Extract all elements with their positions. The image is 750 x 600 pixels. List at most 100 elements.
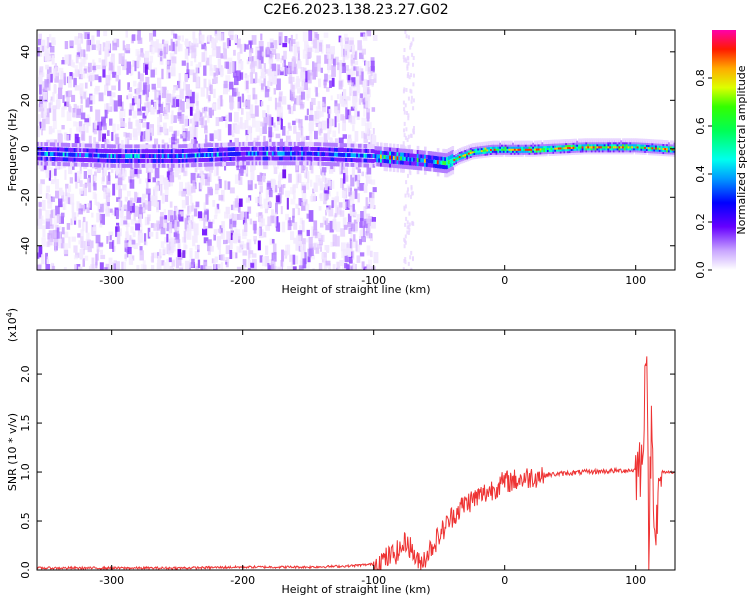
spectrogram-cell — [295, 33, 298, 40]
spectrogram-cell — [163, 177, 168, 183]
spectrogram-cell — [123, 144, 126, 149]
spectrogram-cell — [328, 162, 332, 167]
spectrogram-cell — [226, 231, 231, 244]
spectrogram-cell — [123, 108, 126, 118]
spectrogram-cell — [325, 209, 328, 216]
spectrogram-cell — [161, 149, 165, 154]
spectrogram-cell — [81, 153, 84, 158]
spectrogram-cell — [305, 203, 310, 211]
spectrogram-cell — [249, 151, 253, 156]
spectrogram-cell — [164, 188, 169, 196]
spectrogram-cell — [188, 126, 194, 138]
spectrogram-cell — [116, 124, 120, 131]
spectrogram-cell — [453, 151, 456, 156]
spectrogram-cell — [168, 181, 173, 187]
spectrogram-cell — [126, 210, 131, 220]
spectrogram-cell — [143, 144, 146, 149]
spectrogram-cell — [311, 30, 315, 39]
spectrogram-cell — [244, 80, 247, 91]
spectrogram-cell — [383, 167, 387, 172]
spectrogram-cell — [462, 158, 466, 163]
spectrogram-cell — [192, 143, 196, 148]
spectrogram-cell — [367, 163, 370, 168]
spectrogram-cell — [299, 156, 302, 161]
spectrogram-cell — [205, 143, 209, 148]
spectrogram-cell — [173, 153, 178, 164]
spectrogram-cell — [106, 153, 110, 158]
spectrogram-cell — [120, 207, 124, 213]
spectrogram-cell — [342, 55, 346, 62]
spectrogram-cell — [104, 56, 108, 67]
spectrogram-cell — [403, 160, 407, 165]
spectrogram-cell — [302, 146, 306, 151]
spectrogram-cell — [266, 141, 269, 146]
spectrogram-cell — [449, 151, 453, 156]
spectrogram-cell — [94, 120, 98, 129]
spectrogram-cell — [366, 176, 371, 184]
spectrogram-cell — [110, 149, 113, 154]
spectrogram-cell — [174, 154, 178, 159]
spectrogram-cell — [433, 159, 436, 164]
spectrogram-cell — [128, 117, 131, 126]
spectrogram-cell — [168, 257, 172, 263]
spectrogram-cell — [196, 163, 200, 167]
spectrogram-cell — [237, 53, 240, 61]
spectrogram-cell — [323, 83, 327, 89]
spectrogram-cell — [598, 138, 601, 143]
spectrogram-cell — [371, 107, 376, 112]
spectrogram-cell — [327, 118, 333, 127]
spectrogram-cell — [380, 142, 383, 147]
spectrogram-cell — [208, 221, 213, 229]
spectrogram-cell — [221, 116, 227, 121]
spectrogram-cell — [255, 156, 258, 161]
spectrogram-cell — [189, 91, 195, 104]
spectrogram-cell — [239, 211, 245, 220]
spectrogram-cell — [40, 179, 45, 185]
spectrogram-cell — [117, 149, 121, 154]
spectrogram-cell — [61, 125, 65, 130]
spectrogram-cell — [391, 151, 394, 156]
spectrogram-cell — [306, 229, 310, 237]
spectrogram-cell — [225, 147, 229, 152]
spectrogram-cell — [276, 107, 281, 117]
spectrogram-cell — [295, 95, 300, 106]
spectrogram-cell — [110, 144, 113, 149]
spectrogram-cell — [68, 163, 73, 175]
spectrogram-cell — [111, 99, 114, 107]
spectrogram-cell — [468, 150, 471, 155]
spectrogram-cell — [307, 47, 312, 58]
spectrogram-cell — [291, 156, 295, 161]
spectrogram-cell — [366, 229, 371, 239]
spectrogram-cell — [93, 163, 97, 168]
spectrogram-cell — [110, 92, 116, 98]
spectrogram-cell — [76, 144, 81, 152]
spectrogram-cell — [387, 155, 390, 160]
spectrogram-cell — [515, 144, 519, 149]
spectrogram-cell — [405, 180, 408, 185]
spectrogram-cell — [274, 185, 278, 193]
spectrogram-cell — [348, 115, 352, 123]
spectrogram-cell — [211, 47, 217, 57]
spectrogram-cell — [90, 148, 93, 153]
spectrogram-cell — [238, 151, 242, 156]
spectrogram-cell — [425, 162, 429, 167]
spectrogram-cell — [585, 138, 588, 143]
spectrogram-cell — [124, 170, 127, 177]
spectrogram-cell — [124, 216, 127, 225]
spectrogram-cell — [90, 158, 93, 163]
spectrogram-cell — [194, 245, 200, 250]
spectrogram-cell — [344, 37, 349, 47]
spectrogram-cell — [263, 63, 266, 75]
spectrogram-cell — [178, 149, 181, 154]
spectrogram-cell — [407, 193, 410, 198]
spectrogram-cell — [121, 144, 124, 149]
spectrogram-cell — [202, 262, 208, 270]
spectrogram-cell — [306, 87, 311, 99]
spectrogram-cell — [288, 146, 291, 151]
spectrogram-cell — [97, 202, 101, 209]
spectrogram-cell — [300, 161, 305, 173]
spectrogram-cell — [209, 55, 212, 65]
spectrogram-cell — [440, 156, 444, 161]
spectrogram-cell — [302, 49, 308, 59]
spectrogram-cell — [101, 163, 104, 168]
